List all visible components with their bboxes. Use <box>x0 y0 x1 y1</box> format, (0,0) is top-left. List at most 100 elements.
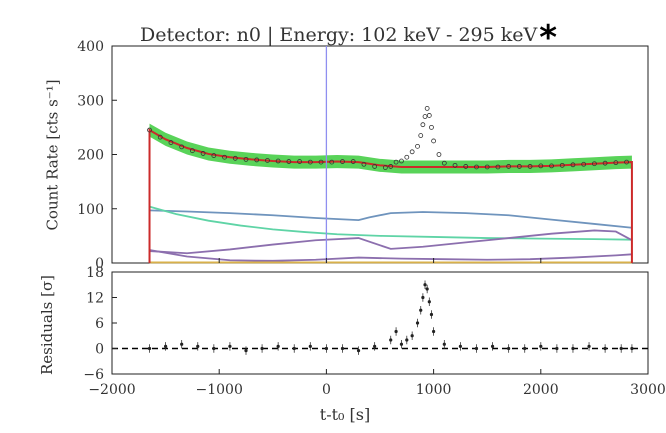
residual-point-31 <box>474 346 479 351</box>
residuals-plot-frame <box>111 271 649 375</box>
residual-point-21 <box>415 321 420 325</box>
count-rate-point-46 <box>527 164 533 169</box>
residual-point-33 <box>507 346 511 351</box>
residual-point-29 <box>442 342 446 346</box>
residual-point-25 <box>425 287 429 291</box>
count-rate-point-47 <box>538 163 544 169</box>
residuals-y-tick-label: 18 <box>86 265 104 281</box>
residuals-marks <box>112 280 648 355</box>
time-x-tick-label: −2000 <box>88 382 135 398</box>
count-rate-point-17 <box>318 159 324 165</box>
count-rate-point-41 <box>474 164 479 170</box>
count-rate-point-35 <box>429 124 434 130</box>
residuals-axis-label: Residuals [σ] <box>38 274 57 376</box>
count-rate-point-36 <box>431 138 437 144</box>
count-rate-point-43 <box>495 164 501 170</box>
residual-point-2 <box>164 344 168 348</box>
residual-point-34 <box>523 346 527 351</box>
residual-point-37 <box>571 346 575 351</box>
time-x-tick-label: 0 <box>322 382 331 398</box>
residual-point-32 <box>490 344 495 348</box>
count-rate-point-26 <box>399 158 404 164</box>
residual-point-13 <box>340 346 345 351</box>
count-rate-point-10 <box>243 156 249 162</box>
count-rate-point-3 <box>168 140 174 145</box>
time-x-tick-label: 2000 <box>523 382 559 398</box>
count-rate-point-2 <box>157 134 163 140</box>
residual-point-4 <box>196 344 200 348</box>
residual-point-39 <box>603 346 607 351</box>
count-rate-point-54 <box>613 160 619 166</box>
count-rate-marks <box>147 46 633 264</box>
residuals-y-ticks: −6 0 6 12 18 <box>83 265 117 383</box>
count-rate-y-tick-label: 0 <box>95 256 104 272</box>
residual-point-3 <box>180 342 184 346</box>
residual-point-26 <box>427 300 431 304</box>
count-rate-y-tick-label: 300 <box>77 93 104 109</box>
residual-point-11 <box>308 344 312 348</box>
count-rate-point-6 <box>200 151 206 156</box>
count-rate-point-44 <box>506 164 512 169</box>
title-asterisk-mark: * <box>539 18 558 58</box>
count-rate-point-4 <box>179 144 185 150</box>
count-rate-point-27 <box>404 154 410 160</box>
count-rate-point-7 <box>211 153 217 158</box>
residual-point-19 <box>405 338 409 342</box>
count-rate-point-11 <box>254 157 260 163</box>
residual-point-12 <box>324 346 328 351</box>
count-rate-point-21 <box>361 161 367 167</box>
residual-point-20 <box>410 334 414 338</box>
residual-point-36 <box>555 346 559 351</box>
count-rate-point-37 <box>436 152 442 157</box>
residuals-y-tick-label: 12 <box>86 291 104 307</box>
count-rate-point-48 <box>549 163 554 169</box>
count-rate-point-16 <box>307 159 313 165</box>
background-component-line-2 <box>149 205 632 241</box>
residuals-y-tick-label: 6 <box>95 316 104 332</box>
count-rate-point-34 <box>426 113 432 118</box>
residuals-y-tick-label: −6 <box>83 367 104 383</box>
count-rate-point-22 <box>372 164 378 169</box>
count-rate-point-32 <box>422 114 428 119</box>
residual-point-1 <box>147 346 152 351</box>
count-rate-point-13 <box>275 158 281 164</box>
count-rate-point-20 <box>350 159 356 164</box>
residual-point-14 <box>356 349 361 353</box>
count-rate-point-51 <box>581 161 587 167</box>
residual-point-18 <box>399 342 404 346</box>
count-rate-point-30 <box>418 133 424 138</box>
residuals-panel: −6 0 6 12 18 −2000 −1000 0 1000 2000 3000 <box>83 258 666 398</box>
count-rate-axis-label: Count Rate [cts s⁻¹] <box>43 78 62 231</box>
count-rate-y-tick-label: 200 <box>77 148 104 164</box>
residual-point-16 <box>389 338 393 342</box>
residual-point-24 <box>423 283 427 287</box>
count-rate-point-5 <box>189 148 195 154</box>
residuals-y-tick-label: 0 <box>95 342 104 358</box>
count-rate-y-tick-label: 100 <box>77 202 104 218</box>
count-rate-point-52 <box>592 161 597 167</box>
residual-point-8 <box>260 346 264 351</box>
residual-point-10 <box>292 346 296 351</box>
residual-point-15 <box>373 344 377 348</box>
count-rate-point-28 <box>409 149 415 155</box>
count-rate-point-15 <box>297 159 303 164</box>
count-rate-point-24 <box>388 164 394 169</box>
count-rate-point-38 <box>441 160 447 166</box>
residual-point-30 <box>458 344 462 348</box>
count-rate-point-1 <box>147 127 152 133</box>
chart-title: Detector: n0 | Energy: 102 keV - 295 keV… <box>140 10 557 58</box>
count-rate-point-40 <box>463 164 469 169</box>
count-rate-point-19 <box>340 159 345 164</box>
residual-point-40 <box>619 346 623 351</box>
count-rate-point-14 <box>286 159 292 164</box>
count-rate-point-23 <box>382 165 388 170</box>
residuals-x-ticks: −2000 −1000 0 1000 2000 3000 <box>88 258 666 398</box>
residual-point-41 <box>630 346 634 351</box>
count-rate-point-42 <box>484 164 490 170</box>
residual-point-38 <box>587 344 591 348</box>
residual-point-35 <box>539 344 543 348</box>
residual-point-5 <box>212 346 216 351</box>
count-rate-point-53 <box>602 160 608 166</box>
background-component-line-3 <box>149 229 633 255</box>
